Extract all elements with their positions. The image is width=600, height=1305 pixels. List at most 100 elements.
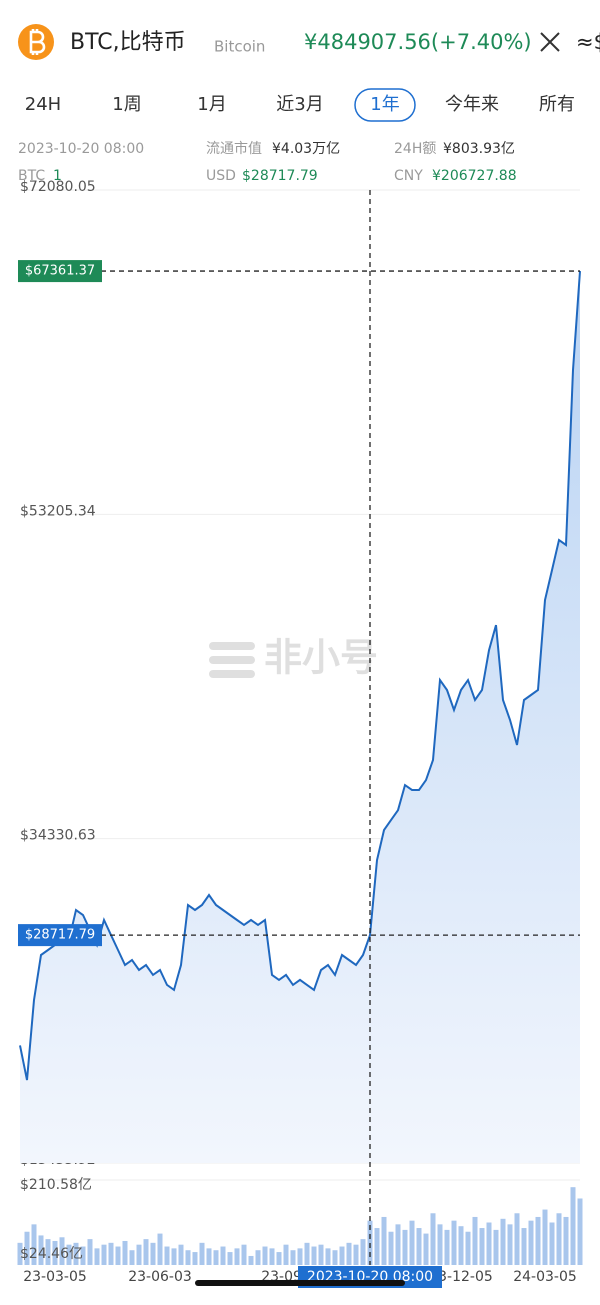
volume-bar: [563, 1216, 569, 1265]
volume-bar: [199, 1242, 205, 1265]
volume-bar: [262, 1246, 268, 1265]
volume-bar: [451, 1220, 457, 1265]
volume-bar: [31, 1224, 37, 1265]
volume-bar: [360, 1239, 366, 1265]
volume-bar: [500, 1218, 506, 1265]
volume-bar: [59, 1237, 65, 1265]
x-tick-label: 23-03-05: [23, 1269, 87, 1285]
volume-tick-label: $210.58亿: [20, 1177, 92, 1193]
volume-bar: [248, 1255, 254, 1265]
info-label: BTC: [18, 168, 45, 184]
info-value: ¥803.93亿: [443, 141, 515, 157]
tab-selected: [354, 88, 416, 122]
volume-bar: [423, 1233, 429, 1265]
info-value: $28717.79: [242, 168, 318, 184]
x-tick-label: 23-06-03: [128, 1269, 192, 1285]
volume-bar: [346, 1242, 352, 1265]
volume-bar: [24, 1231, 30, 1265]
marker-label: $67361.37: [25, 264, 95, 279]
volume-bar: [101, 1244, 107, 1265]
volume-bar: [570, 1187, 576, 1265]
coin-symbol: BTC,比特币: [70, 30, 186, 55]
volume-bar: [283, 1244, 289, 1265]
volume-bar: [437, 1224, 443, 1265]
watermark: 非小号: [209, 636, 378, 680]
tab[interactable]: 今年来: [445, 94, 499, 115]
volume-bar: [521, 1228, 527, 1265]
volume-bar: [276, 1252, 282, 1265]
area: [20, 271, 580, 1164]
volume-bar: [241, 1244, 247, 1265]
volume-bar: [528, 1220, 534, 1265]
x-tick-label: 23-12-05: [429, 1269, 493, 1285]
volume-bar: [129, 1250, 135, 1265]
close-button[interactable]: [540, 32, 560, 52]
volume-bar: [493, 1229, 499, 1265]
volume-tick-label: $24.46亿: [20, 1246, 83, 1262]
tab[interactable]: 所有: [539, 94, 575, 115]
volume-bar: [255, 1250, 261, 1265]
volume-bar: [514, 1213, 520, 1265]
tab[interactable]: 1月: [197, 94, 226, 115]
volume-bar: [465, 1231, 471, 1265]
volume-bar: [52, 1240, 58, 1265]
volume-bar: [164, 1246, 170, 1265]
coin-price: ¥484907.56(+7.40%): [304, 30, 532, 54]
info-value: ¥4.03万亿: [272, 141, 340, 157]
volume-bar: [339, 1246, 345, 1265]
volume-bar: [381, 1216, 387, 1265]
volume-bar: [213, 1250, 219, 1265]
volume-bar: [45, 1239, 51, 1265]
info-label: 流通市值: [206, 140, 262, 157]
tab[interactable]: 1年: [370, 94, 399, 115]
volume-bar: [269, 1248, 275, 1265]
volume-bar: [542, 1209, 548, 1265]
volume-bar: [122, 1240, 128, 1265]
price-line: [19, 271, 581, 1081]
volume-bar: [556, 1213, 562, 1265]
y-tick-label: $53205.34: [20, 503, 96, 519]
marker-label: $28717.79: [25, 928, 95, 943]
info-time: 2023-10-20 08:00: [18, 141, 144, 157]
volume-bar: [80, 1246, 86, 1265]
y-tick-label: $72080.05: [20, 179, 96, 195]
info-label: USD: [206, 168, 236, 184]
volume-bar: [458, 1226, 464, 1265]
volume-bar: [143, 1239, 149, 1265]
volume-bar: [444, 1229, 450, 1265]
volume-bar: [535, 1216, 541, 1265]
volume-bar: [479, 1228, 485, 1265]
tab[interactable]: 24H: [25, 94, 61, 115]
marker-box: [18, 260, 102, 283]
volume-bar: [409, 1220, 415, 1265]
coin-icon: [18, 24, 54, 60]
volume-bar: [192, 1252, 198, 1265]
volume-bar: [430, 1213, 436, 1265]
tab[interactable]: 近3月: [276, 94, 323, 115]
volume-bar: [353, 1244, 359, 1265]
volume-bar: [220, 1246, 226, 1265]
info-value: 1: [53, 168, 62, 184]
tab[interactable]: 1周: [112, 94, 141, 115]
volume-bar: [374, 1228, 380, 1265]
volume-bar: [311, 1246, 317, 1265]
marker-box: [18, 924, 102, 947]
volume-bar: [318, 1244, 324, 1265]
volume-bar: [332, 1250, 338, 1265]
volume-bar: [549, 1222, 555, 1265]
volume-bar: [150, 1242, 156, 1265]
coin-name: Bitcoin: [214, 38, 265, 56]
volume-bar: [185, 1250, 191, 1265]
volume-bar: [73, 1242, 79, 1265]
watermark-text: 非小号: [264, 636, 378, 680]
chart: $72080.05$53205.34$34330.63$15455.92$210…: [17, 179, 583, 1288]
volume-bar: [395, 1224, 401, 1265]
volume-bar: [234, 1248, 240, 1265]
volume-bar: [325, 1248, 331, 1265]
volume-bar: [388, 1231, 394, 1265]
info-label: 24H额: [394, 141, 436, 157]
volume-bar: [227, 1252, 233, 1265]
volume-bar: [136, 1244, 142, 1265]
volume-bar: [297, 1248, 303, 1265]
